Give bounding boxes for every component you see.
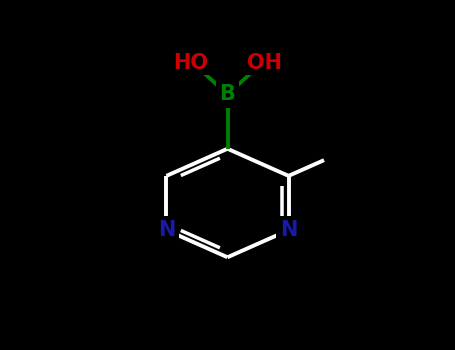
Text: N: N [158,220,175,240]
Text: B: B [220,84,235,105]
Text: HO: HO [173,53,208,73]
Text: N: N [280,220,297,240]
Text: OH: OH [247,53,282,73]
